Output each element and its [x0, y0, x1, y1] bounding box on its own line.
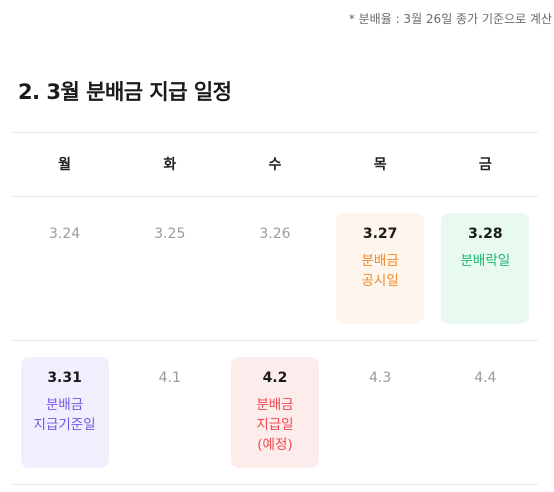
week-row-1: 3.24 3.25 3.26 3.27 분배금 공시일 3.28 분배락일: [12, 213, 538, 324]
day-cell-3-26: 3.26: [231, 213, 319, 324]
event-payment-label: 분배금 지급일 (예정): [256, 397, 294, 453]
table-bottom-divider: [12, 484, 538, 485]
weekday-fri: 금: [478, 157, 492, 173]
week-row-2: 3.31 분배금 지급기준일 4.1 4.2 분배금 지급일 (예정) 4.3 …: [12, 357, 538, 468]
day-cell-4-3: 4.3: [336, 357, 424, 468]
weekday-thu: 목: [373, 157, 387, 173]
weekday-mon: 월: [58, 157, 72, 173]
day-cell-3-25: 3.25: [126, 213, 214, 324]
day-cell-3-24: 3.24: [21, 213, 109, 324]
date-label: 3.24: [49, 226, 81, 242]
date-label: 3.25: [154, 226, 186, 242]
day-cell-3-27-announcement: 3.27 분배금 공시일: [336, 213, 425, 324]
day-cell-4-2-payment: 4.2 분배금 지급일 (예정): [230, 357, 319, 468]
table-top-divider: [12, 132, 538, 133]
week-divider: [12, 340, 538, 341]
day-cell-4-4: 4.4: [441, 357, 529, 468]
date-label: 3.27: [362, 226, 398, 242]
day-cell-3-28-ex-dividend: 3.28 분배락일: [441, 213, 530, 324]
section-title: 2. 3월 분배금 지급 일정: [18, 80, 232, 104]
event-record-date-label: 분배금 지급기준일: [33, 397, 96, 433]
date-label: 3.26: [259, 226, 291, 242]
header-divider: [12, 196, 538, 197]
date-label: 4.2: [262, 370, 288, 386]
day-cell-3-31-record-date: 3.31 분배금 지급기준일: [20, 357, 109, 468]
event-announcement-label: 분배금 공시일: [361, 253, 399, 289]
date-label: 4.3: [369, 370, 392, 386]
date-label: 3.31: [47, 370, 82, 386]
distribution-rate-note: * 분배율 : 3월 26일 종가 기준으로 계산: [348, 12, 552, 26]
weekday-wed: 수: [268, 157, 282, 173]
date-label: 3.28: [468, 226, 503, 242]
day-cell-4-1: 4.1: [126, 357, 214, 468]
weekday-tue: 화: [163, 157, 177, 173]
date-label: 4.4: [474, 370, 497, 386]
event-ex-dividend-label: 분배락일: [460, 253, 511, 269]
date-label: 4.1: [158, 370, 181, 386]
weekday-header-row: 월 화 수 목 금: [12, 154, 538, 174]
